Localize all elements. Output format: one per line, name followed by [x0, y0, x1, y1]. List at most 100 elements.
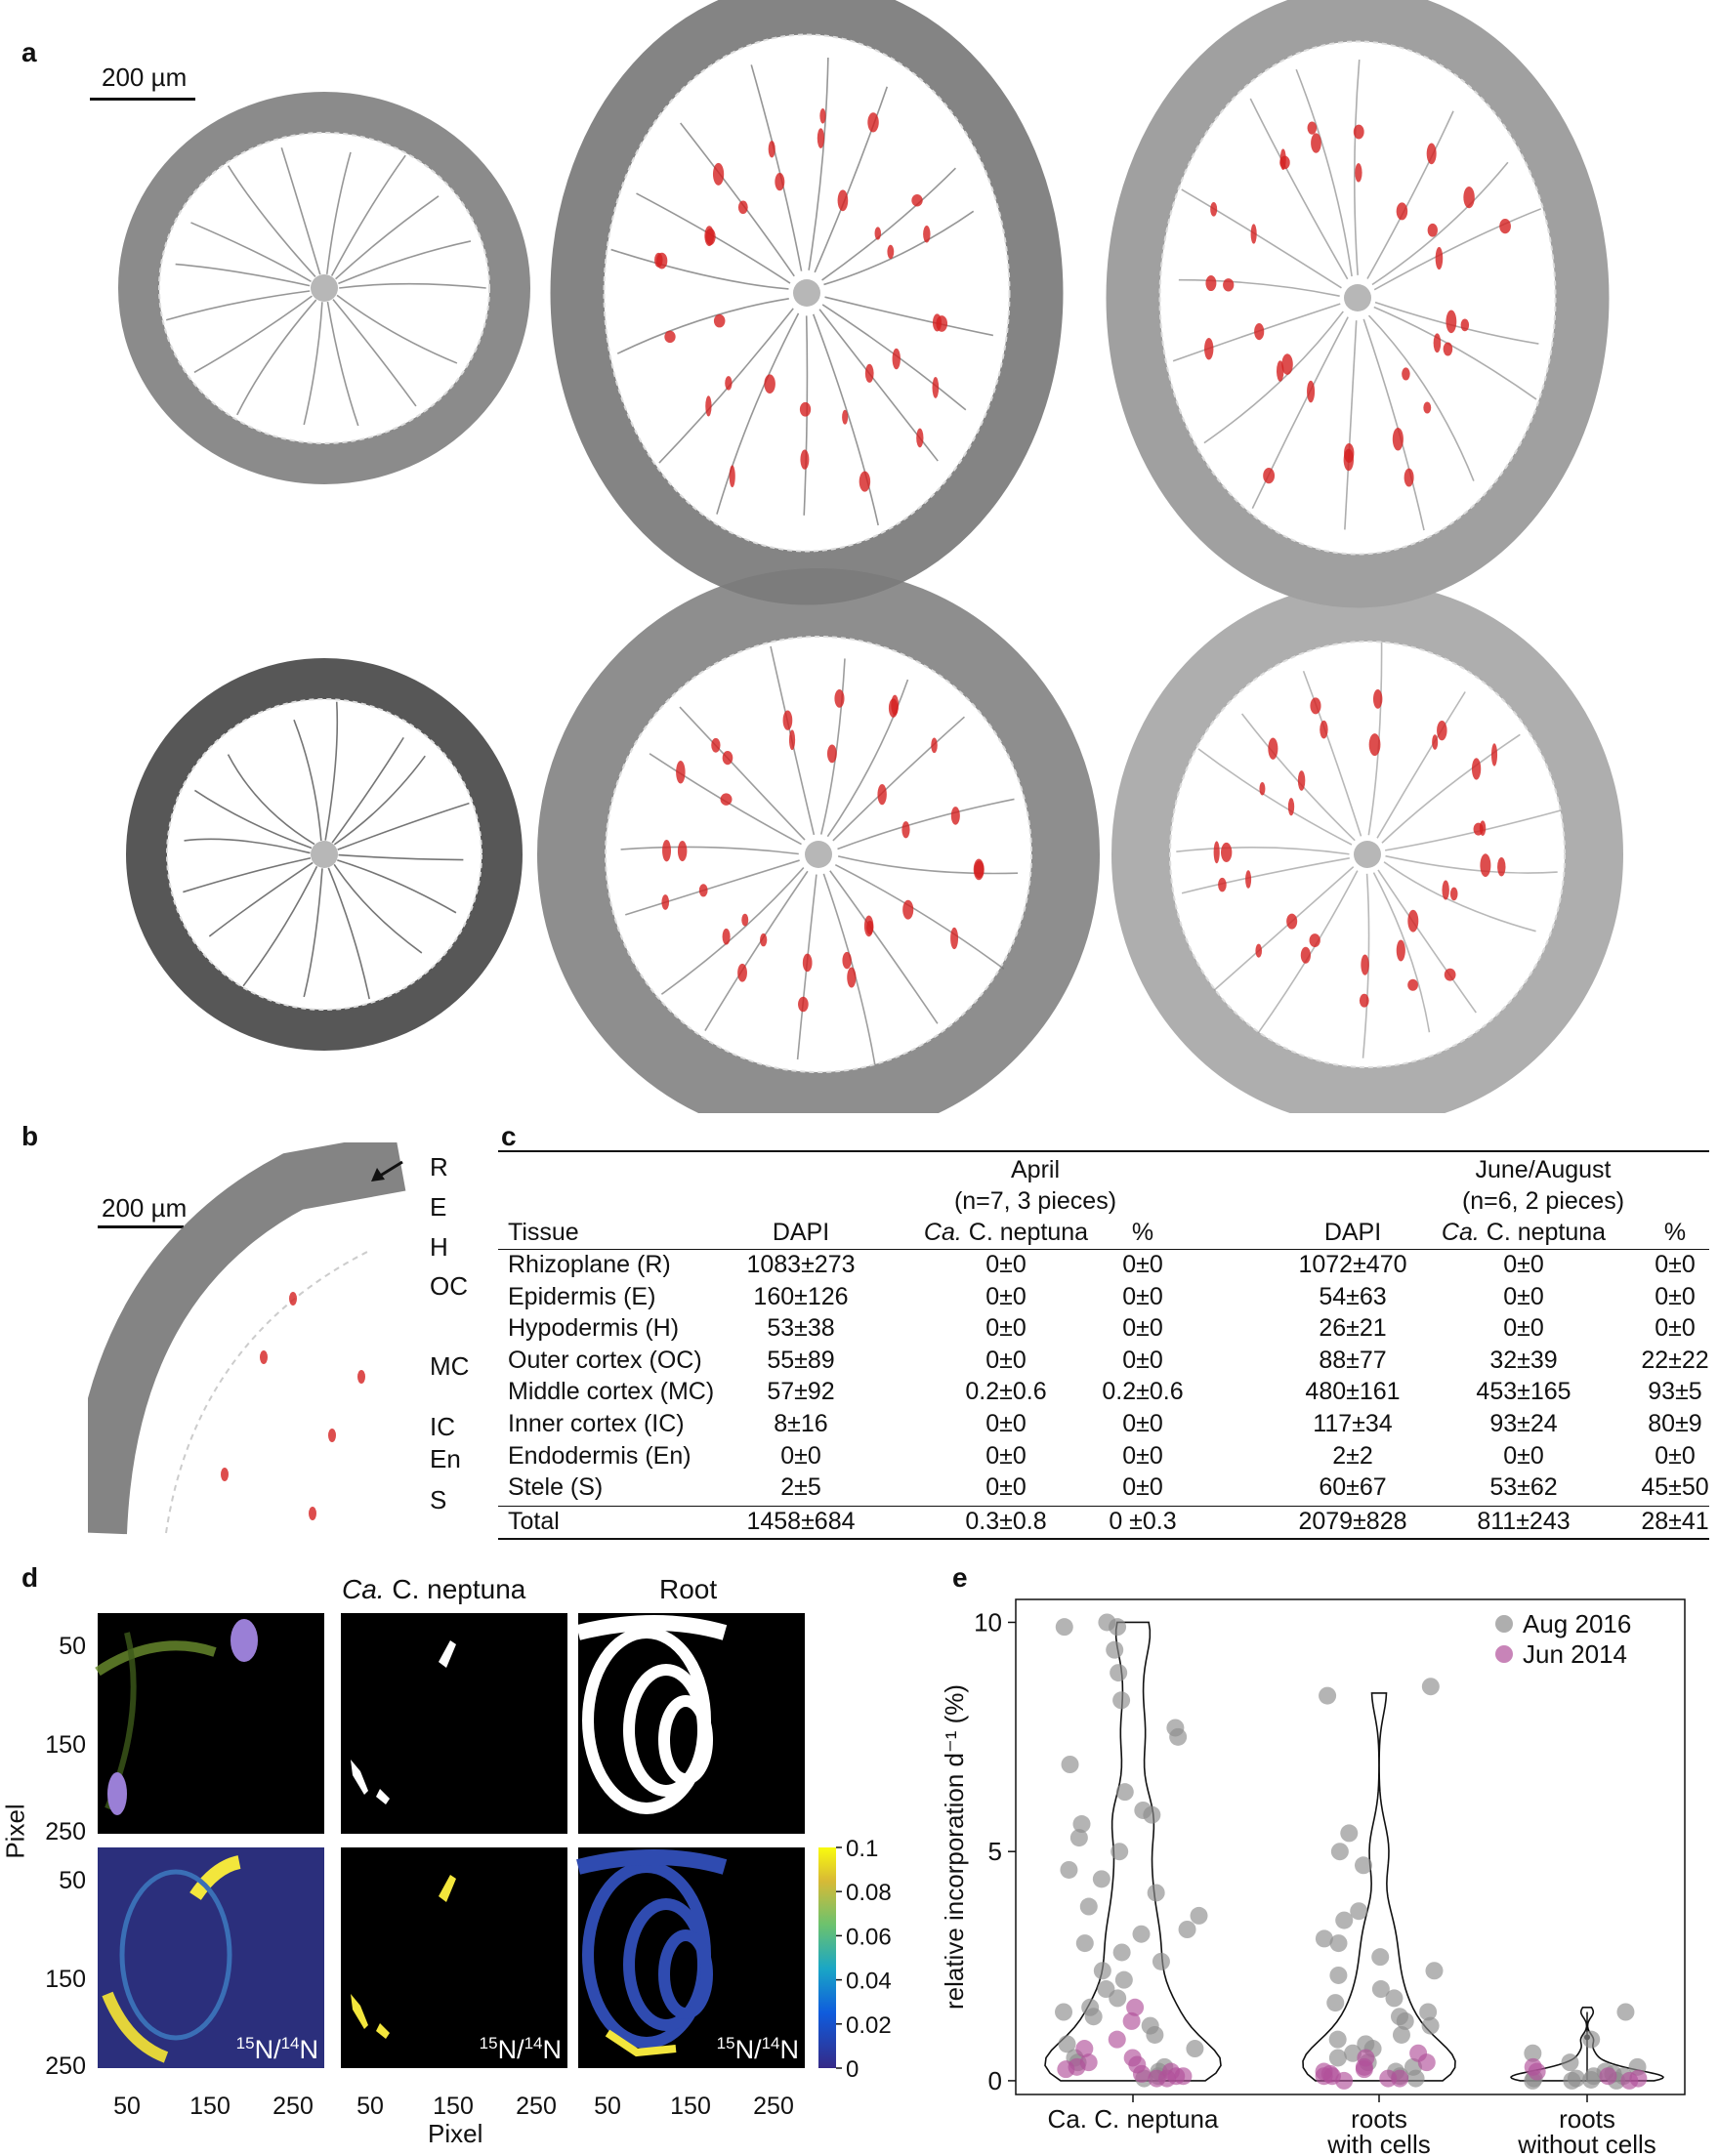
bacteria-red-signal — [764, 374, 775, 394]
x-tick: 150 — [433, 2093, 474, 2120]
bacteria-red-signal — [950, 927, 959, 950]
root-cortex-strand — [303, 868, 323, 998]
bacteria-red-signal — [923, 226, 931, 243]
bacteria-red-signal — [1444, 968, 1456, 981]
data-point-aug-2016 — [1072, 1815, 1091, 1834]
bacteria-red-signal — [802, 953, 813, 973]
root-cortex-strand — [236, 299, 317, 416]
bacteria-red-signal — [289, 1292, 297, 1306]
y-tick-label: 0 — [988, 2066, 1002, 2095]
bacteria-red-signal — [1432, 734, 1439, 750]
root-cortex-strand — [1302, 670, 1362, 837]
bacteria-mask-region — [351, 1994, 368, 2029]
bacteria-red-signal — [1204, 337, 1214, 360]
root-cortex-strand — [821, 167, 956, 281]
root-cortex-strand — [1213, 866, 1355, 991]
x-tick: 250 — [516, 2093, 557, 2120]
colorbar-tick-label: 0.02 — [846, 2012, 892, 2039]
data-point-aug-2016 — [1425, 1962, 1444, 1980]
bacteria-red-signal — [1463, 186, 1475, 209]
table-row-1-col-4: 54±63 — [1319, 1282, 1387, 1310]
bacteria-red-signal — [887, 244, 895, 260]
table-row-3-col-4: 88±77 — [1319, 1346, 1387, 1374]
root-cortex-strand — [1251, 316, 1349, 510]
data-point-aug-2016 — [1092, 1870, 1110, 1888]
root-cortex-strand — [1367, 314, 1475, 481]
bacteria-red-signal — [720, 793, 733, 806]
bacteria-red-signal — [1268, 737, 1278, 760]
image-tile-4 — [98, 1847, 324, 2068]
panel-d-col-title-neptuna: Ca. C. neptuna — [342, 1574, 526, 1604]
bacteria-mask-region — [439, 1640, 456, 1668]
table-row-2-col-2: 0±0 — [985, 1314, 1027, 1343]
root-section-3 — [1106, 0, 1610, 608]
table-row-6-col-2: 0±0 — [985, 1441, 1027, 1470]
bacteria-red-signal — [1426, 143, 1437, 165]
root-outer-cortex-ring — [1111, 583, 1623, 1113]
ratio-overlay-label: 15N/14N — [717, 2034, 799, 2064]
table-row-2-col-0: Hypodermis (H) — [508, 1314, 680, 1343]
bacteria-red-signal — [1300, 946, 1311, 964]
bacteria-red-signal — [722, 928, 731, 945]
bacteria-red-signal — [705, 395, 712, 417]
table-row-7-col-1: 2±5 — [780, 1473, 821, 1502]
root-cross-sections-micrographs — [118, 0, 1623, 1113]
bacteria-red-signal — [768, 141, 775, 158]
data-point-aug-2016 — [1329, 1966, 1348, 1984]
detail-cortex-band — [88, 1142, 406, 1535]
data-point-aug-2016 — [1178, 1921, 1196, 1938]
bacteria-red-signal — [1279, 155, 1290, 170]
root-cortex-strand — [208, 861, 314, 937]
root-outer-cortex-ring — [126, 658, 523, 1051]
bacteria-red-signal — [842, 409, 849, 425]
bacteria-red-signal — [1368, 733, 1381, 757]
table-row-5-col-5: 93±24 — [1489, 1410, 1558, 1437]
root-cortex-strand — [165, 290, 311, 321]
y-axis-label: relative incorporation d⁻¹ (%) — [940, 1684, 969, 2010]
data-point-aug-2016 — [1319, 1686, 1337, 1705]
nanosims-image-grid: 50 50 150 150 250 250 50 150 250 15N/14N 50 150 250 1… — [45, 1613, 892, 2120]
bacteria-mask-region — [376, 2023, 390, 2039]
bacteria-cluster — [107, 1772, 127, 1815]
root-cortex-strand — [183, 856, 312, 893]
root-cortex-strand — [826, 679, 909, 838]
root-cortex-strand — [610, 248, 789, 290]
x-category-label: Ca. C. neptuna — [1048, 2104, 1219, 2134]
table-row-1-col-6: 0±0 — [1655, 1282, 1696, 1310]
bacteria-red-signal — [1435, 246, 1444, 270]
top-row-y-tick: 150 — [45, 1731, 86, 1759]
data-point-aug-2016 — [1112, 1691, 1131, 1710]
data-point-jun-2014 — [1620, 2071, 1639, 2090]
bacteria-red-signal — [1263, 467, 1276, 484]
bacteria-red-signal — [788, 729, 796, 751]
x-tick: 150 — [670, 2093, 711, 2120]
layer-label-mc: MC — [430, 1351, 470, 1381]
bacteria-red-signal — [1499, 218, 1511, 234]
bacteria-red-signal — [705, 228, 716, 245]
root-cortex-strand — [337, 859, 457, 914]
table-row-7-col-0: Stele (S) — [508, 1473, 604, 1502]
scale-bar-b — [98, 1225, 184, 1228]
table-row-6-col-4: 2±2 — [1332, 1441, 1373, 1470]
data-point-aug-2016 — [1329, 1934, 1348, 1953]
table-header-col-3: % — [1131, 1219, 1154, 1246]
data-point-aug-2016 — [1315, 1929, 1333, 1948]
root-cortex-strand — [716, 312, 800, 515]
data-point-jun-2014 — [1057, 2060, 1075, 2079]
table-row-2-col-6: 0±0 — [1655, 1314, 1696, 1343]
data-point-aug-2016 — [1328, 2049, 1347, 2067]
root-section-6 — [1111, 583, 1623, 1113]
root-stele-center — [311, 841, 338, 868]
group-header-june: June/August — [1475, 1156, 1612, 1183]
root-cortex-strand — [1383, 861, 1536, 933]
root-cortex-strand — [829, 870, 939, 1024]
table-header-col-5: Ca. C. neptuna — [1441, 1219, 1607, 1246]
data-point-aug-2016 — [1110, 1664, 1128, 1682]
root-cortex-strand — [1249, 98, 1349, 280]
bacteria-red-signal — [1255, 943, 1263, 958]
data-point-aug-2016 — [1069, 1829, 1088, 1847]
table-row-4-col-1: 57±92 — [767, 1378, 835, 1406]
panel-d-x-axis-label: Pixel — [428, 2119, 483, 2148]
data-point-aug-2016 — [1406, 2069, 1425, 2088]
data-point-aug-2016 — [1061, 1756, 1079, 1773]
